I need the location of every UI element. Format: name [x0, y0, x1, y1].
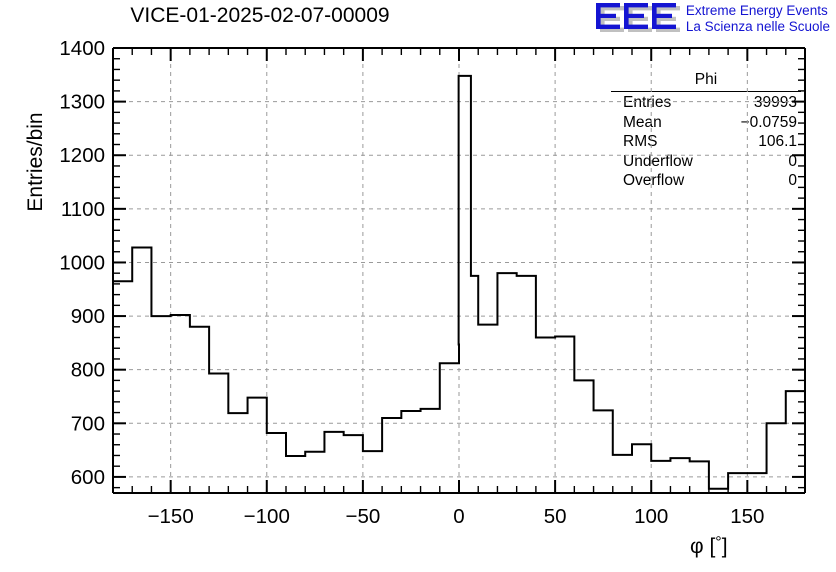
eee-logo-line2: La Scienza nelle Scuole [685, 19, 830, 34]
y-tick-label: 1200 [59, 144, 105, 167]
stats-row-entries: Entries 39993 [611, 93, 801, 112]
x-tick-label: 100 [634, 505, 668, 528]
y-tick-label: 1300 [59, 91, 105, 114]
stats-row-value: 0 [788, 172, 797, 190]
eee-logo-line1: Extreme Energy Events [685, 3, 828, 18]
x-axis-title: φ [°] [690, 534, 810, 559]
y-tick-label: 1100 [61, 198, 105, 221]
x-tick-label: −100 [244, 505, 290, 528]
eee-mark-icon [594, 2, 680, 36]
stats-row-rms: RMS 106.1 [611, 132, 801, 151]
phi-symbol: φ [690, 535, 704, 558]
y-tick-label: 900 [71, 305, 105, 328]
stats-row-key: Entries [623, 94, 672, 112]
x-tick-label: −50 [345, 505, 380, 528]
y-tick-label: 700 [71, 412, 105, 435]
x-axis-title-text: φ [°] [690, 534, 728, 558]
stats-rows: Entries 39993 Mean −0.0759 RMS 106.1 Underflow… [611, 93, 801, 190]
eee-logo-text: Extreme Energy Events La Scienza nelle S… [686, 2, 830, 35]
stats-row-value: 0 [788, 152, 797, 170]
x-tick-label: −150 [148, 505, 194, 528]
stats-row-value: 39993 [753, 94, 797, 112]
stats-row-key: Underflow [623, 152, 693, 170]
stats-row-overflow: Overflow 0 [611, 171, 801, 190]
degree-symbol: ° [715, 534, 722, 551]
x-tick-label: 50 [544, 505, 567, 528]
stats-box: Phi Entries 39993 Mean −0.0759 RMS 106.1 Under… [611, 70, 801, 190]
stats-row-key: Mean [623, 113, 662, 131]
stats-title: Phi [694, 71, 718, 88]
axis-frame [112, 47, 806, 494]
eee-logo: Extreme Energy Events La Scienza nelle S… [594, 2, 830, 38]
y-tick-label: 1400 [59, 37, 105, 60]
y-tick-label: 600 [71, 466, 105, 489]
stats-row-value: −0.0759 [740, 113, 797, 131]
page-title: VICE-01-2025-02-07-00009 [130, 4, 390, 27]
x-tick-label: 150 [730, 505, 764, 528]
histogram-curve [112, 74, 806, 493]
stats-divider [611, 91, 801, 93]
stats-row-mean: Mean −0.0759 [611, 113, 801, 132]
y-tick-label: 800 [71, 359, 105, 382]
x-tick-label: 0 [453, 505, 464, 528]
y-tick-label: 1000 [59, 251, 105, 274]
stats-row-key: RMS [623, 133, 658, 151]
stats-row-value: 106.1 [758, 133, 797, 151]
stats-row-key: Overflow [623, 172, 685, 190]
stats-row-underflow: Underflow 0 [611, 152, 801, 171]
